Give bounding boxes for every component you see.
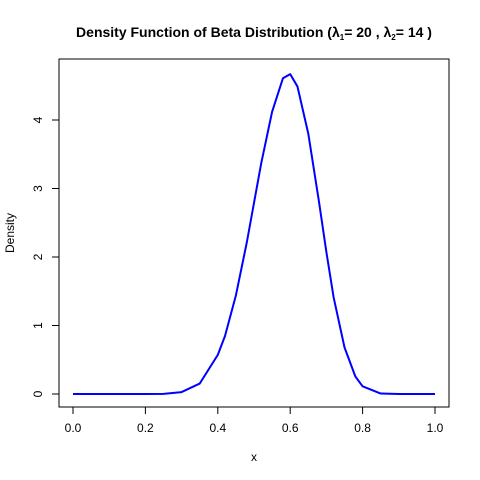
x-tick-label: 0.2 bbox=[137, 421, 154, 435]
x-tick-label: 0.4 bbox=[209, 421, 226, 435]
y-tick-label: 1 bbox=[31, 322, 45, 329]
x-axis: 0.0 0.2 0.4 0.6 0.8 1.0 bbox=[65, 406, 444, 435]
y-axis-label: Density bbox=[3, 213, 17, 253]
y-axis: 0 1 2 3 4 bbox=[31, 116, 60, 397]
x-tick-label: 0.0 bbox=[65, 421, 82, 435]
x-axis-label: x bbox=[251, 450, 257, 464]
chart-title: Density Function of Beta Distribution (λ… bbox=[76, 24, 432, 42]
x-tick-label: 0.6 bbox=[282, 421, 299, 435]
y-tick-label: 4 bbox=[31, 116, 45, 123]
y-tick-label: 3 bbox=[31, 185, 45, 192]
x-tick-label: 1.0 bbox=[427, 421, 444, 435]
y-tick-label: 0 bbox=[31, 390, 45, 397]
y-tick-label: 2 bbox=[31, 253, 45, 260]
x-tick-label: 0.8 bbox=[354, 421, 371, 435]
plot-frame bbox=[58, 58, 450, 408]
density-curve bbox=[73, 73, 435, 395]
